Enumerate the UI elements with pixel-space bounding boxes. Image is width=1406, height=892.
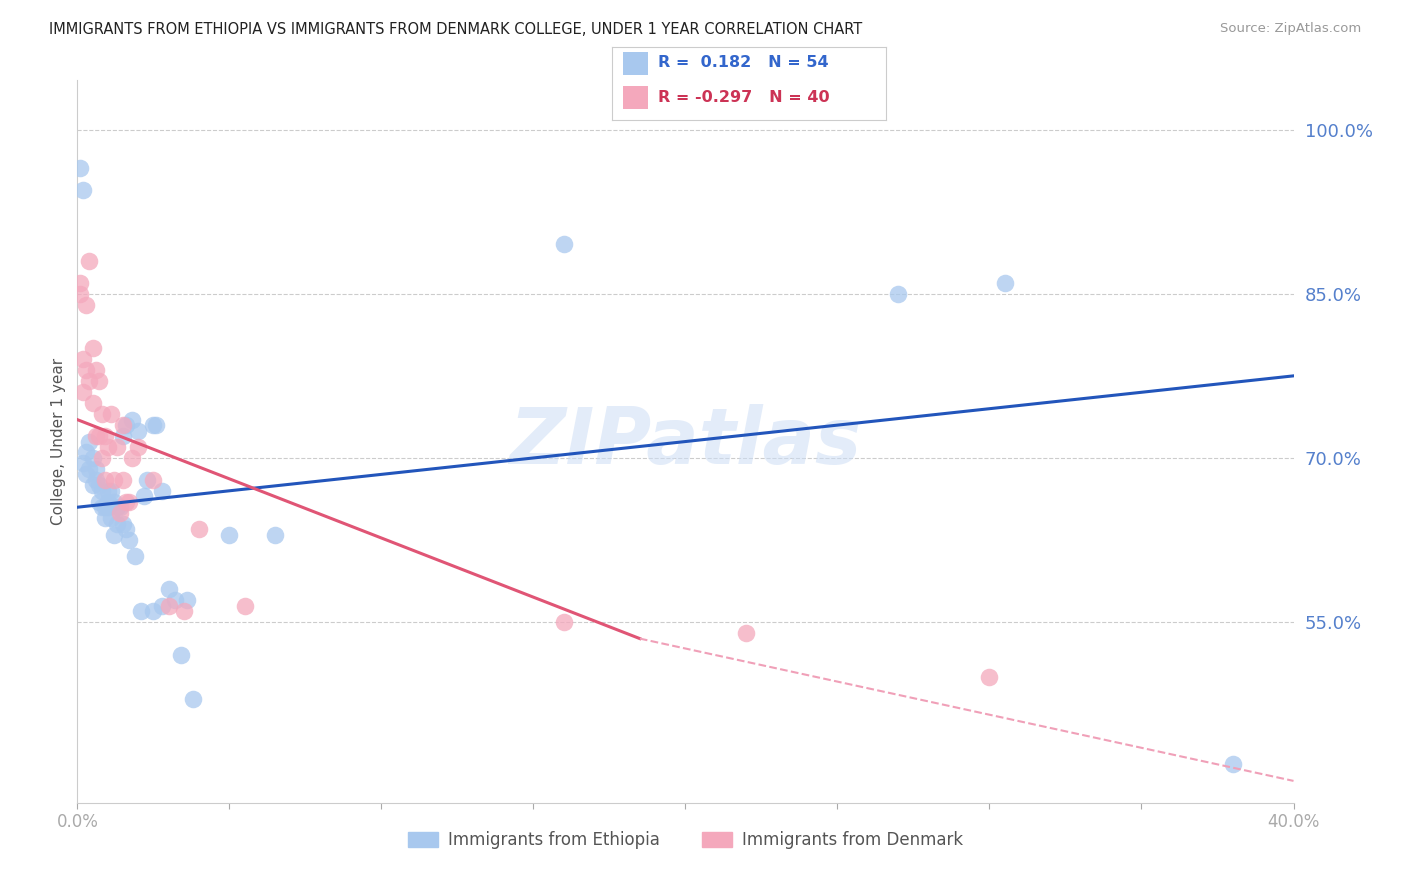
Point: [79, 375, 101, 389]
Point: [97, 494, 120, 508]
Point: [115, 494, 138, 508]
Text: IMMIGRANTS FROM ETHIOPIA VS IMMIGRANTS FROM DENMARK COLLEGE, UNDER 1 YEAR CORREL: IMMIGRANTS FROM ETHIOPIA VS IMMIGRANTS F…: [49, 22, 862, 37]
Point: [82, 478, 104, 492]
Point: [69, 161, 91, 175]
Point: [108, 506, 131, 520]
Point: [93, 473, 115, 487]
Point: [115, 522, 138, 536]
Point: [84, 429, 107, 443]
Point: [97, 440, 120, 454]
Point: [72, 183, 94, 197]
Point: [553, 615, 575, 630]
Point: [93, 511, 115, 525]
Point: [75, 445, 97, 459]
Point: [93, 500, 115, 515]
Point: [127, 424, 149, 438]
Point: [97, 483, 120, 498]
Point: [142, 418, 165, 433]
Point: [163, 593, 186, 607]
Point: [157, 599, 180, 613]
Point: [170, 648, 193, 662]
Point: [100, 407, 122, 421]
Text: ZIPatlas: ZIPatlas: [509, 403, 862, 480]
Text: Source: ZipAtlas.com: Source: ZipAtlas.com: [1220, 22, 1361, 36]
Point: [90, 483, 112, 498]
Point: [121, 412, 143, 426]
Point: [994, 276, 1017, 290]
Point: [218, 527, 240, 541]
Point: [75, 467, 97, 482]
Legend: Immigrants from Ethiopia, Immigrants from Denmark: Immigrants from Ethiopia, Immigrants fro…: [402, 824, 969, 856]
Point: [100, 483, 122, 498]
Point: [105, 516, 128, 531]
Point: [79, 253, 101, 268]
Point: [887, 286, 910, 301]
Point: [93, 429, 115, 443]
Point: [233, 599, 256, 613]
Point: [118, 494, 141, 508]
Point: [82, 396, 104, 410]
Point: [75, 363, 97, 377]
Point: [264, 527, 287, 541]
Point: [111, 473, 134, 487]
Point: [82, 450, 104, 465]
Text: R = -0.297   N = 40: R = -0.297 N = 40: [658, 89, 830, 104]
Point: [87, 375, 110, 389]
Point: [103, 473, 125, 487]
Point: [142, 473, 165, 487]
Point: [79, 462, 101, 476]
Point: [129, 604, 152, 618]
Point: [84, 363, 107, 377]
Point: [103, 527, 125, 541]
Point: [181, 691, 204, 706]
Point: [105, 440, 128, 454]
Point: [124, 549, 146, 564]
Point: [90, 500, 112, 515]
Point: [145, 418, 167, 433]
Point: [75, 298, 97, 312]
Point: [84, 462, 107, 476]
Point: [72, 457, 94, 471]
Point: [108, 500, 131, 515]
Point: [72, 385, 94, 400]
Point: [173, 604, 195, 618]
Point: [90, 407, 112, 421]
Y-axis label: College, Under 1 year: College, Under 1 year: [51, 358, 66, 525]
Point: [979, 670, 1001, 684]
Point: [72, 352, 94, 367]
Point: [84, 473, 107, 487]
Point: [188, 522, 211, 536]
Point: [82, 342, 104, 356]
Point: [87, 429, 110, 443]
Point: [111, 418, 134, 433]
Point: [142, 604, 165, 618]
Point: [121, 450, 143, 465]
Point: [118, 533, 141, 547]
Point: [134, 489, 156, 503]
Point: [176, 593, 198, 607]
Point: [111, 516, 134, 531]
Point: [69, 286, 91, 301]
Point: [157, 582, 180, 597]
Point: [79, 434, 101, 449]
Point: [87, 478, 110, 492]
Point: [127, 440, 149, 454]
Point: [735, 626, 758, 640]
Point: [115, 418, 138, 433]
Point: [97, 500, 120, 515]
Point: [111, 429, 134, 443]
Point: [103, 494, 125, 508]
Point: [136, 473, 159, 487]
Point: [100, 511, 122, 525]
Point: [90, 450, 112, 465]
Point: [105, 500, 128, 515]
Text: R =  0.182   N = 54: R = 0.182 N = 54: [658, 55, 828, 70]
Point: [152, 483, 174, 498]
Point: [553, 237, 575, 252]
Point: [69, 276, 91, 290]
Point: [152, 599, 174, 613]
Point: [87, 494, 110, 508]
Point: [1222, 757, 1244, 772]
